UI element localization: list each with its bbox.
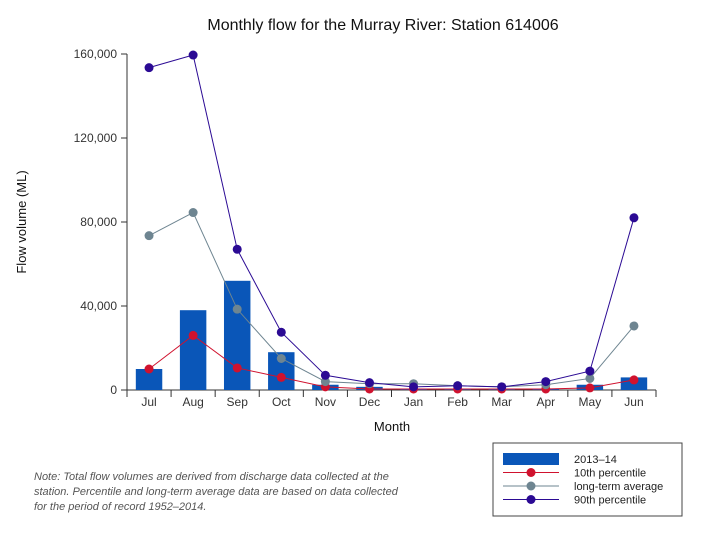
- data-point: [453, 381, 463, 391]
- legend-label: 10th percentile: [574, 468, 646, 480]
- x-tick-label: Feb: [447, 395, 468, 409]
- bar: [135, 369, 163, 390]
- legend-marker: [526, 481, 536, 491]
- x-tick-label: Jun: [624, 395, 643, 409]
- data-point: [144, 63, 154, 73]
- legend-swatch: [503, 453, 559, 465]
- data-point: [144, 364, 154, 374]
- data-point: [585, 366, 595, 376]
- data-point: [585, 383, 595, 393]
- data-point: [232, 363, 242, 373]
- data-point: [409, 382, 419, 392]
- data-point: [232, 244, 242, 254]
- data-point: [541, 377, 551, 387]
- data-point: [364, 378, 374, 388]
- x-tick-label: Mar: [491, 395, 512, 409]
- data-point: [232, 304, 242, 314]
- data-point: [188, 330, 198, 340]
- legend-label: 90th percentile: [574, 495, 646, 507]
- data-point: [320, 370, 330, 380]
- chart-note: Note: Total flow volumes are derived fro…: [34, 471, 398, 513]
- chart-title: Monthly flow for the Murray River: Stati…: [207, 17, 558, 34]
- data-point: [320, 377, 330, 387]
- data-point: [144, 231, 154, 241]
- series-line: [148, 334, 635, 390]
- legend-marker: [526, 495, 536, 504]
- x-tick-label: May: [579, 395, 602, 409]
- plot-area: 0 40,000 80,000 120,000 160,000 Jul Aug Sep Oct N…: [74, 47, 657, 409]
- x-tick-label: Aug: [182, 395, 203, 409]
- data-point: [276, 327, 286, 337]
- data-point: [276, 372, 286, 382]
- x-tick-label: Jul: [141, 395, 156, 409]
- x-tick-label: Oct: [272, 395, 291, 409]
- data-point: [585, 373, 595, 383]
- x-axis-label: Month: [374, 419, 410, 434]
- legend-marker: [526, 468, 536, 477]
- y-tick-label: 120,000: [74, 131, 118, 145]
- x-tick-label: Apr: [536, 395, 555, 409]
- y-tick-label: 40,000: [80, 299, 117, 313]
- data-point: [188, 208, 198, 218]
- x-tick-label: Dec: [359, 395, 380, 409]
- bar: [179, 310, 207, 390]
- legend-label: long-term average: [574, 481, 663, 493]
- x-tick-label: Jan: [404, 395, 423, 409]
- data-point: [188, 50, 198, 60]
- y-tick-label: 80,000: [80, 215, 117, 229]
- data-point: [276, 354, 286, 363]
- y-axis-label: Flow volume (ML): [14, 170, 29, 273]
- bar: [223, 280, 251, 390]
- data-point: [629, 213, 639, 223]
- legend-label: 2013–14: [574, 454, 617, 466]
- x-tick-label: Sep: [227, 395, 249, 409]
- data-point: [497, 382, 507, 392]
- series-line: [148, 54, 635, 388]
- y-tick-label: 160,000: [74, 47, 118, 61]
- y-tick-label: 0: [110, 383, 117, 397]
- data-point: [629, 375, 639, 385]
- x-tick-label: Nov: [315, 395, 336, 409]
- series-line: [148, 211, 635, 388]
- data-point: [629, 321, 639, 331]
